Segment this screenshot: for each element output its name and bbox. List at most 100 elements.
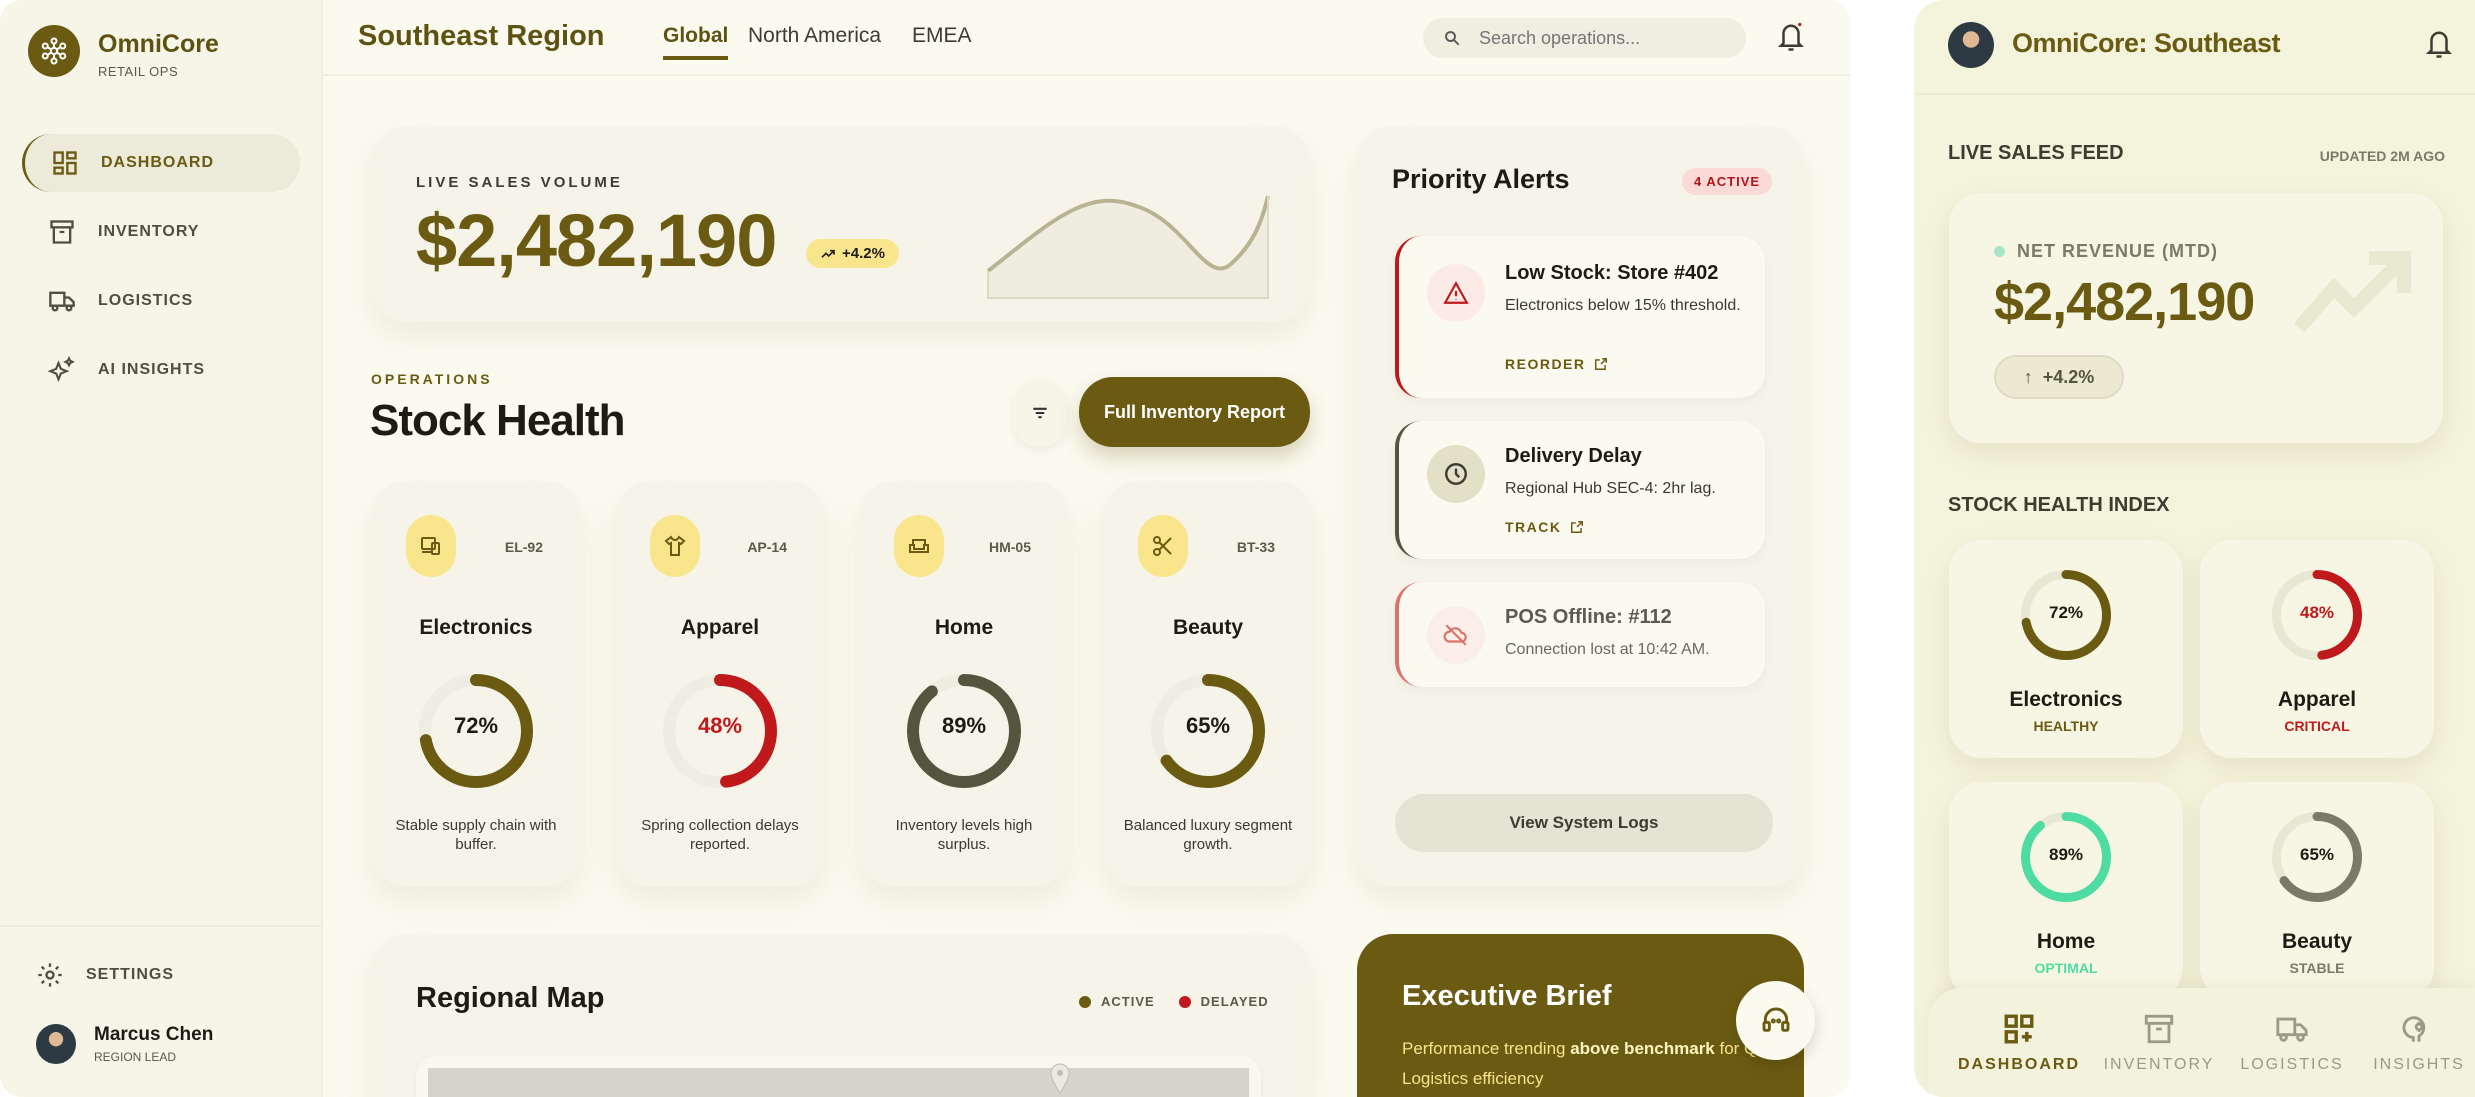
progress-arc [2021,570,2111,660]
external-link-icon [1594,358,1607,370]
sales-sparkline [986,195,1270,299]
sales-change: +4.2% [842,245,885,262]
stock-percent: 72% [2048,603,2084,622]
mobile-stock-card-beauty[interactable]: 65% Beauty STABLE [2200,782,2434,1000]
net-revenue-card: NET REVENUE (MTD) $2,482,190 ↑ +4.2% [1949,193,2443,443]
category-name: Apparel [680,616,760,639]
logo [28,25,80,77]
category-code: EL-92 [504,539,543,555]
progress-ring [1151,674,1265,788]
alert-title: POS Offline: #112 [1505,606,1672,628]
bottom-nav-dashboard[interactable]: DASHBOARD [1954,1012,2084,1074]
category-code: AP-14 [747,539,787,555]
alert-title: Delivery Delay [1505,445,1642,467]
reorder-link[interactable]: REORDER [1505,356,1608,372]
category-desc: Balanced luxury segment growth. [1123,817,1293,853]
shirt-icon [650,515,700,577]
tab-north-america[interactable]: North America [748,24,882,47]
brief-highlight: above benchmark [1570,1039,1715,1058]
filter-button[interactable] [1013,379,1067,447]
sidebar-item-logistics[interactable]: LOGISTICS [22,272,300,330]
stock-card-apparel[interactable]: AP-14 Apparel 48% Spring collection dela… [615,481,825,887]
support-agent-icon [1762,1007,1789,1032]
category-code: HM-05 [988,539,1031,555]
progress-arc [1151,674,1265,788]
stock-percent: 89% [941,713,987,738]
settings-label: SETTINGS [86,966,175,983]
live-sales-card: LIVE SALES VOLUME $2,482,190 +4.2% [371,126,1310,322]
priority-alerts-panel: Priority Alerts 4 ACTIVE Low Stock: Stor… [1357,126,1804,887]
search-input[interactable] [1479,27,1719,49]
revenue-change: +4.2% [2042,366,2095,387]
progress-ring [419,674,533,788]
warning-icon [1427,264,1485,322]
bell-icon[interactable] [1776,20,1806,54]
mobile-avatar[interactable] [1948,22,1994,68]
desktop-window: OmniCore RETAIL OPS DASHBOARD INVENTORY … [0,0,1850,1097]
sidebar-item-inventory[interactable]: INVENTORY [22,203,300,261]
sidebar-divider [0,925,323,927]
alert-low-stock[interactable]: Low Stock: Store #402 Electronics below … [1395,236,1765,398]
progress-ring [2021,570,2111,660]
dashboard-icon [53,151,77,175]
category-name: Beauty [2281,930,2353,953]
alert-delivery-delay[interactable]: Delivery Delay Regional Hub SEC-4: 2hr l… [1395,421,1765,559]
scissors-icon [1138,515,1188,577]
bell-icon[interactable] [2424,27,2454,61]
top-header: Southeast Region Global North America EM… [323,0,1850,76]
alert-pos-offline[interactable]: POS Offline: #112 Connection lost at 10:… [1395,582,1765,687]
bottom-nav-insights[interactable]: INSIGHTS [2354,1012,2475,1074]
bottom-nav-logistics[interactable]: LOGISTICS [2227,1012,2357,1074]
sidebar-item-label: AI INSIGHTS [98,361,206,378]
progress-arc [907,674,1021,788]
search-bar[interactable] [1423,18,1746,58]
track-link[interactable]: TRACK [1505,519,1584,535]
mobile-header: OmniCore: Southeast [1914,0,2475,95]
stock-percent: 89% [2048,845,2084,864]
mobile-stock-card-electronics[interactable]: 72% Electronics HEALTHY [1949,540,2183,758]
progress-arc [2021,812,2111,902]
alert-desc: Connection lost at 10:42 AM. [1505,641,1710,658]
stock-card-home[interactable]: HM-05 Home 89% Inventory levels high sur… [859,481,1069,887]
sales-value: $2,482,190 [416,199,777,282]
stock-percent: 48% [2299,603,2335,622]
map-title: Regional Map [416,982,605,1014]
revenue-label: NET REVENUE (MTD) [1994,241,2218,262]
stock-card-electronics[interactable]: EL-92 Electronics 72% Stable supply chai… [371,481,581,887]
stock-percent: 65% [1185,713,1231,738]
mobile-stock-card-apparel[interactable]: 48% Apparel CRITICAL [2200,540,2434,758]
trending-up-icon [2294,251,2411,333]
tab-emea[interactable]: EMEA [912,24,972,47]
sidebar-item-ai-insights[interactable]: AI INSIGHTS [22,341,300,399]
category-name: Electronics [419,616,533,639]
delayed-dot [1178,995,1191,1008]
map-pin-icon[interactable] [1048,1062,1072,1096]
nav-label: DASHBOARD [1958,1056,2080,1073]
gear-icon [38,963,62,987]
progress-arc [2272,570,2362,660]
map-view[interactable] [428,1063,1249,1097]
progress-ring [2021,812,2111,902]
page-title: Southeast Region [358,20,605,52]
map-frame[interactable] [416,1056,1261,1097]
full-inventory-report-button[interactable]: Full Inventory Report [1079,377,1310,447]
user-profile[interactable]: Marcus Chen REGION LEAD [36,1024,213,1064]
view-system-logs-button[interactable]: View System Logs [1395,794,1773,852]
revenue-change-badge: ↑ +4.2% [1994,355,2124,399]
sparkle-icon [48,356,75,383]
mobile-stock-card-home[interactable]: 89% Home OPTIMAL [1949,782,2183,1000]
mobile-title: OmniCore: Southeast [2012,28,2281,58]
stock-card-beauty[interactable]: BT-33 Beauty 65% Balanced luxury segment… [1103,481,1313,887]
settings-button[interactable]: SETTINGS [10,946,288,1004]
category-code: BT-33 [1236,539,1275,555]
progress-arc [2272,812,2362,902]
bottom-nav-inventory[interactable]: INVENTORY [2094,1012,2224,1074]
alert-desc: Regional Hub SEC-4: 2hr lag. [1505,480,1716,497]
category-name: Apparel [2277,688,2357,711]
tab-global[interactable]: Global [663,24,729,60]
map-legend: ACTIVE DELAYED [1079,994,1269,1009]
sidebar-item-dashboard[interactable]: DASHBOARD [22,134,300,192]
support-button[interactable] [1736,981,1815,1060]
stock-percent: 65% [2299,845,2335,864]
alert-title: Low Stock: Store #402 [1505,262,1719,284]
